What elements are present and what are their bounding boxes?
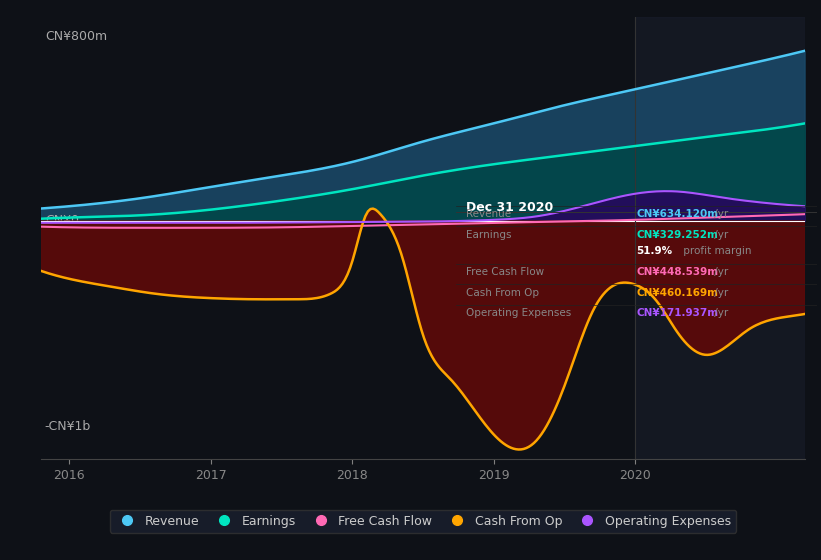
Text: CN¥329.252m: CN¥329.252m xyxy=(636,230,718,240)
Text: Dec 31 2020: Dec 31 2020 xyxy=(466,202,553,214)
Text: CN¥634.120m: CN¥634.120m xyxy=(636,209,718,219)
Text: profit margin: profit margin xyxy=(680,246,751,256)
Text: Operating Expenses: Operating Expenses xyxy=(466,308,571,318)
Text: /yr: /yr xyxy=(712,287,729,297)
Text: CN¥448.539m: CN¥448.539m xyxy=(636,267,718,277)
Text: Revenue: Revenue xyxy=(466,209,511,219)
Text: /yr: /yr xyxy=(712,308,729,318)
Text: Earnings: Earnings xyxy=(466,230,512,240)
Text: Free Cash Flow: Free Cash Flow xyxy=(466,267,544,277)
Text: 51.9%: 51.9% xyxy=(636,246,672,256)
Text: CN¥171.937m: CN¥171.937m xyxy=(636,308,718,318)
Text: CN¥460.169m: CN¥460.169m xyxy=(636,287,718,297)
Text: Cash From Op: Cash From Op xyxy=(466,287,539,297)
Text: /yr: /yr xyxy=(712,230,729,240)
Bar xyxy=(635,17,805,459)
Text: -CN¥1b: -CN¥1b xyxy=(45,419,91,433)
Text: /yr: /yr xyxy=(712,209,729,219)
Text: CN¥800m: CN¥800m xyxy=(45,30,107,43)
Text: CN¥0: CN¥0 xyxy=(45,214,79,227)
Legend: Revenue, Earnings, Free Cash Flow, Cash From Op, Operating Expenses: Revenue, Earnings, Free Cash Flow, Cash … xyxy=(109,510,736,533)
Text: /yr: /yr xyxy=(712,267,729,277)
